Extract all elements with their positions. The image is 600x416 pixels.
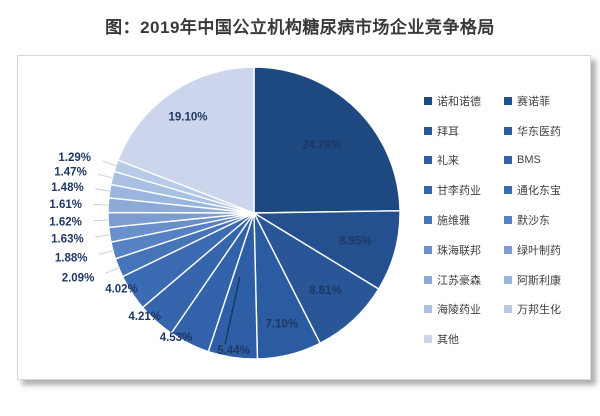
legend-item: 礼来 <box>424 146 504 176</box>
legend-item: 默沙东 <box>504 205 588 235</box>
pie-slice-label: 4.53% <box>160 332 193 344</box>
legend-item: 其他 <box>424 324 504 354</box>
chart-panel: 24.76% 8.95% 8.81% 7.10% 5.44% 4.53% 4.21% 4.02… <box>17 55 591 380</box>
pie-slice-label: 24.76% <box>302 139 341 151</box>
legend-label: 万邦生化 <box>517 304 561 317</box>
legend-swatch <box>424 126 432 135</box>
legend-label: 珠海联邦 <box>437 244 481 257</box>
pie-slice-label: 2.09% <box>62 273 95 285</box>
slice-leader-line <box>95 188 112 192</box>
pie-slice <box>253 212 380 344</box>
slice-leader-line <box>104 266 121 274</box>
pie-slice-label: 8.95% <box>339 236 372 248</box>
legend-item: 华东医药 <box>504 116 588 146</box>
legend-label: 阿斯利康 <box>517 274 561 287</box>
slice-leader-line <box>95 234 112 238</box>
legend-item: 阿斯利康 <box>504 265 588 295</box>
legend-item: 海陵药业 <box>424 295 504 325</box>
legend-swatch <box>504 156 512 165</box>
legend-item: 江苏豪森 <box>424 265 504 295</box>
pie-slice-label: 4.21% <box>128 311 161 323</box>
slice-leader-line <box>98 249 115 255</box>
pie-slice-label: 1.62% <box>49 216 82 228</box>
pie-slice <box>117 66 255 214</box>
slice-leader-line <box>101 160 118 167</box>
pie-slice-label: 1.48% <box>51 182 84 194</box>
legend-swatch <box>424 186 432 195</box>
legend-swatch <box>504 305 512 314</box>
pie-slice <box>253 66 401 214</box>
legend-label: 通化东宝 <box>517 185 561 198</box>
legend-label: 默沙东 <box>517 215 550 228</box>
pie-slice-label: 7.10% <box>265 318 298 330</box>
pie-slice-label: 1.63% <box>51 234 84 246</box>
legend-swatch <box>424 245 432 254</box>
legend-item: 拜耳 <box>424 116 504 146</box>
pie-slice-label: 1.29% <box>58 152 91 164</box>
slice-leader-line <box>98 173 114 179</box>
legend-item: 通化东宝 <box>504 175 588 205</box>
legend-swatch <box>504 245 512 254</box>
pie-slice-label: 1.61% <box>49 199 82 211</box>
legend-label: 华东医药 <box>517 125 561 138</box>
legend-swatch <box>504 126 512 135</box>
legend-label: 绿叶制药 <box>517 244 561 257</box>
legend-swatch <box>504 186 512 195</box>
legend-item: 施维雅 <box>424 205 504 235</box>
legend-item: 甘李药业 <box>424 175 504 205</box>
legend-label: 施维雅 <box>437 215 470 228</box>
pie-slice-label: 19.10% <box>168 112 207 124</box>
legend-label: 海陵药业 <box>437 304 481 317</box>
legend-label: BMS <box>517 154 541 167</box>
slice-leader-line <box>93 219 110 222</box>
legend-swatch <box>424 156 432 165</box>
pie-slice-label: 1.47% <box>54 167 87 179</box>
legend-item: 万邦生化 <box>504 295 588 325</box>
legend-label: 赛诺菲 <box>517 95 550 108</box>
legend-label: 江苏豪森 <box>437 274 481 287</box>
pie-slice-label: 4.02% <box>105 284 138 296</box>
legend-swatch <box>504 275 512 284</box>
legend-label: 拜耳 <box>437 125 459 138</box>
legend-label: 礼来 <box>437 155 459 168</box>
chart-legend: 诺和诺德 赛诺菲拜耳 华东医药礼来 BMS 甘李药业 通化东宝施维雅 默沙东珠海联邦 绿叶制药… <box>424 86 588 354</box>
legend-swatch <box>424 335 432 344</box>
legend-item: 珠海联邦 <box>424 235 504 265</box>
legend-swatch <box>504 96 512 105</box>
legend-label: 其他 <box>437 334 459 347</box>
legend-swatch <box>424 96 432 105</box>
legend-item: 绿叶制药 <box>504 235 588 265</box>
legend-swatch <box>504 216 512 225</box>
page-title: 图：2019年中国公立机构糖尿病市场企业竞争格局 <box>105 18 495 37</box>
pie-slice <box>253 210 401 290</box>
legend-label: 甘李药业 <box>437 185 481 198</box>
legend-item: BMS <box>504 146 588 176</box>
legend-swatch <box>424 305 432 314</box>
pie-slice-label: 8.81% <box>309 285 342 297</box>
legend-swatch <box>424 275 432 284</box>
legend-label: 诺和诺德 <box>437 95 481 108</box>
legend-item: 诺和诺德 <box>424 86 504 116</box>
legend-swatch <box>424 216 432 225</box>
slice-callout-line <box>224 277 241 345</box>
slice-leader-line <box>93 203 110 206</box>
legend-item: 赛诺菲 <box>504 86 588 116</box>
pie-chart: 24.76% 8.95% 8.81% 7.10% 5.44% 4.53% 4.21% 4.02… <box>49 66 401 360</box>
pie-slice-label: 1.88% <box>55 252 88 264</box>
pie-slice-label: 5.44% <box>217 345 250 357</box>
